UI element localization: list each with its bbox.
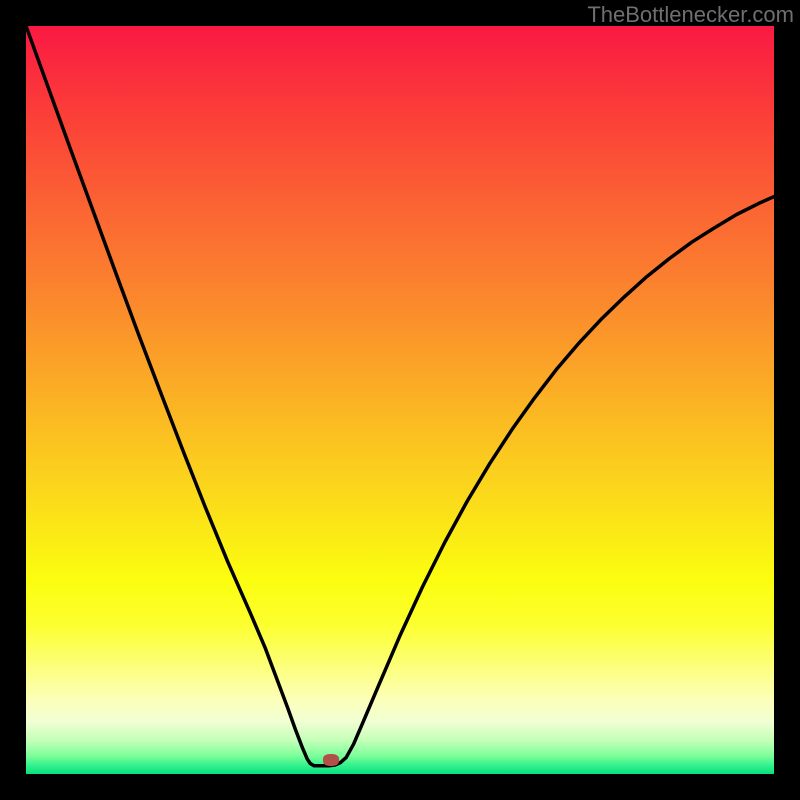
bottleneck-curve — [26, 26, 774, 766]
minimum-marker — [323, 754, 339, 766]
plot-frame — [26, 26, 774, 774]
curve-svg — [26, 26, 774, 774]
chart-container: TheBottlenecker.com — [0, 0, 800, 800]
plot-area — [26, 26, 774, 774]
watermark-text: TheBottlenecker.com — [587, 2, 794, 28]
